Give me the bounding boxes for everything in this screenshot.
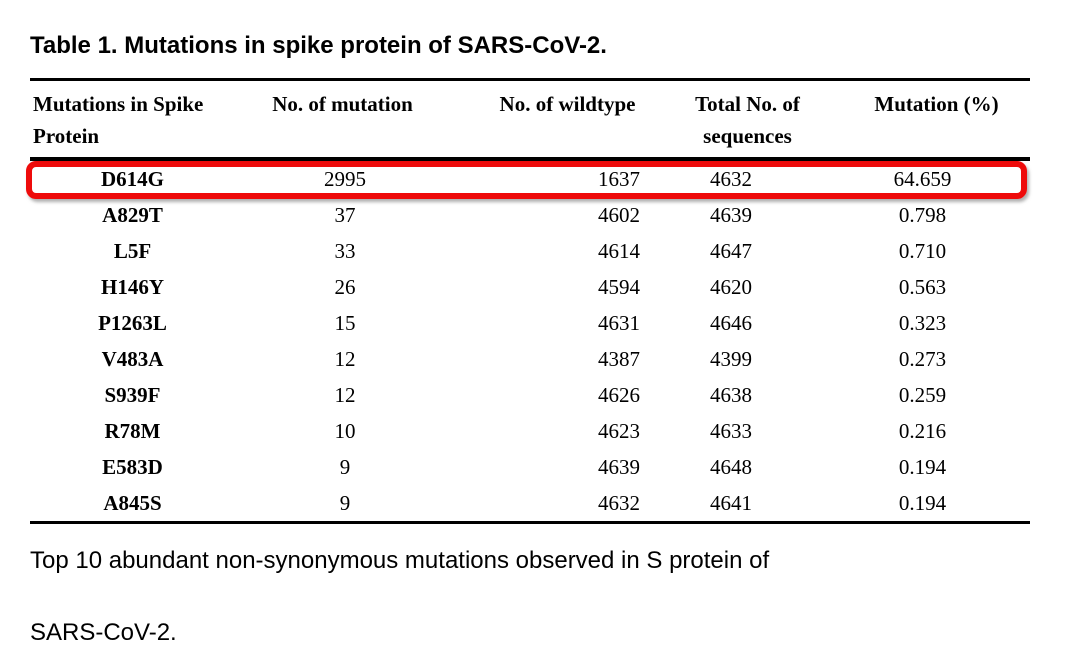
cell-no-wildtype: 1637: [598, 167, 640, 191]
cell-mutation: A829T: [102, 203, 163, 227]
table-row-a845s: A845S 9 4632 4641 0.194: [30, 485, 1030, 523]
table-body: D614G 2995 1637 4632 64.659 A829T 37 460…: [30, 159, 1030, 523]
cell-no-mutation: 12: [334, 383, 356, 407]
cell-mutation-pct: 0.710: [898, 239, 947, 263]
cell-mutation: L5F: [113, 239, 152, 263]
cell-mutation: A845S: [103, 491, 162, 515]
table-row-v483a: V483A 12 4387 4399 0.273: [30, 341, 1030, 377]
cell-mutation-pct: 0.194: [898, 491, 947, 515]
caption-line-2: SARS-CoV-2.: [30, 619, 177, 646]
cell-mutation: R78M: [104, 419, 161, 443]
cell-total-sequences: 4647: [710, 239, 752, 263]
cell-no-wildtype: 4626: [598, 383, 640, 407]
table-row-e583d: E583D 9 4639 4648 0.194: [30, 449, 1030, 485]
cell-no-wildtype: 4602: [598, 203, 640, 227]
mutations-table-grid: Mutations in Spike Protein No. of mutati…: [30, 78, 1030, 524]
cell-mutation-pct: 0.323: [898, 311, 947, 335]
cell-total-sequences: 4633: [710, 419, 752, 443]
cell-total-sequences: 4638: [710, 383, 752, 407]
cell-mutation-pct: 0.194: [898, 455, 947, 479]
table-row-s939f: S939F 12 4626 4638 0.259: [30, 377, 1030, 413]
cell-no-wildtype: 4614: [598, 239, 640, 263]
cell-total-sequences: 4632: [710, 167, 752, 191]
cell-mutation-pct: 0.216: [898, 419, 947, 443]
col-header-no-mutation: No. of mutation: [272, 92, 413, 116]
col-header-mutation-pct: Mutation (%): [874, 92, 999, 116]
table-row-a829t: A829T 37 4602 4639 0.798: [30, 197, 1030, 233]
cell-mutation: P1263L: [98, 311, 167, 335]
header-row: Mutations in Spike Protein No. of mutati…: [30, 80, 1030, 160]
cell-no-wildtype: 4631: [598, 311, 640, 335]
mutations-table: Mutations in Spike Protein No. of mutati…: [26, 78, 1030, 524]
cell-total-sequences: 4641: [710, 491, 752, 515]
cell-total-sequences: 4399: [710, 347, 752, 371]
cell-total-sequences: 4646: [710, 311, 752, 335]
cell-no-wildtype: 4387: [598, 347, 640, 371]
cell-no-wildtype: 4594: [598, 275, 640, 299]
table-caption: Top 10 abundant non-synonymous mutations…: [30, 546, 769, 648]
cell-no-wildtype: 4632: [598, 491, 640, 515]
table-header: Mutations in Spike Protein No. of mutati…: [30, 79, 1030, 160]
cell-mutation: S939F: [104, 383, 161, 407]
table-row-r78m: R78M 10 4623 4633 0.216: [30, 413, 1030, 449]
cell-mutation-pct: 0.798: [898, 203, 947, 227]
cell-mutation: V483A: [101, 347, 164, 371]
table-row-h146y: H146Y 26 4594 4620 0.563: [30, 269, 1030, 305]
cell-no-wildtype: 4623: [598, 419, 640, 443]
cell-mutation-pct: 0.273: [898, 347, 947, 371]
cell-total-sequences: 4620: [710, 275, 752, 299]
cell-no-mutation: 37: [334, 203, 356, 227]
caption-line-1: Top 10 abundant non-synonymous mutations…: [30, 547, 770, 574]
cell-no-mutation: 9: [339, 491, 351, 515]
table-row-l5f: L5F 33 4614 4647 0.710: [30, 233, 1030, 269]
cell-mutation: H146Y: [101, 275, 164, 299]
cell-no-mutation: 10: [334, 419, 356, 443]
cell-mutation-pct: 0.259: [898, 383, 947, 407]
col-header-total-sequences: Total No. of sequences: [695, 92, 800, 148]
cell-no-mutation: 12: [334, 347, 356, 371]
cell-no-mutation: 2995: [324, 167, 366, 191]
cell-no-mutation: 15: [334, 311, 356, 335]
cell-mutation: D614G: [101, 167, 164, 191]
cell-no-mutation: 9: [339, 455, 351, 479]
table-title: Table 1. Mutations in spike protein of S…: [30, 32, 607, 59]
table-row-p1263l: P1263L 15 4631 4646 0.323: [30, 305, 1030, 341]
cell-total-sequences: 4639: [710, 203, 752, 227]
cell-mutation-pct: 64.659: [893, 167, 952, 191]
cell-total-sequences: 4648: [710, 455, 752, 479]
cell-mutation-pct: 0.563: [898, 275, 947, 299]
table-row-d614g: D614G 2995 1637 4632 64.659: [30, 159, 1030, 197]
cell-no-wildtype: 4639: [598, 455, 640, 479]
col-header-no-wildtype: No. of wildtype: [499, 92, 636, 116]
cell-no-mutation: 33: [334, 239, 356, 263]
cell-no-mutation: 26: [334, 275, 356, 299]
cell-mutation: E583D: [102, 455, 163, 479]
col-header-mutations: Mutations in Spike Protein: [33, 92, 204, 148]
